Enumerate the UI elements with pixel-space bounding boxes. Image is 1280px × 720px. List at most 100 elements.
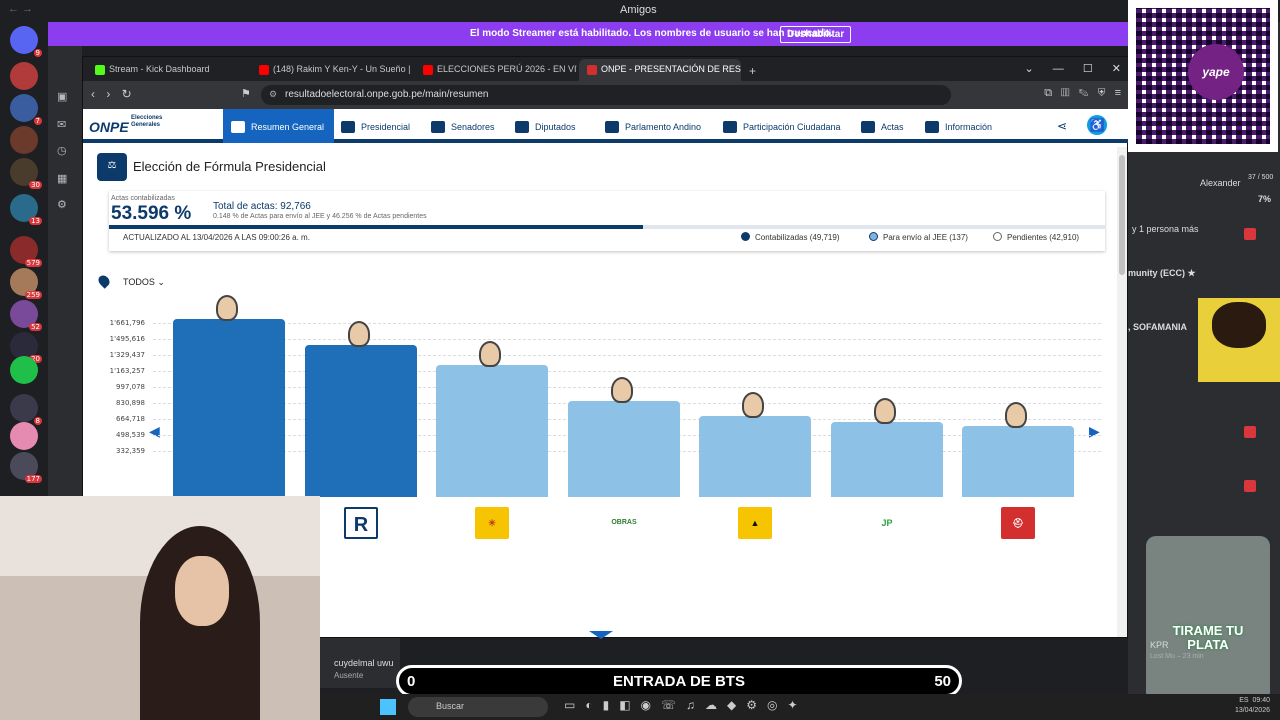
tab-youtube-live[interactable]: ELECCIONES PERÚ 2026 - EN VIVO - xyxy=(415,59,577,81)
server-icon[interactable]: 579 xyxy=(10,236,42,267)
candidate-bar[interactable] xyxy=(831,422,943,497)
server-icon[interactable] xyxy=(10,62,38,90)
scroll-down-indicator-icon[interactable] xyxy=(589,631,613,639)
y-tick-label: 830,898 xyxy=(116,399,145,407)
back-forward-reload-icon[interactable]: ‹ › ↻ xyxy=(91,87,132,101)
dm-line[interactable]: , SOFAMANIA xyxy=(1128,322,1188,332)
tray-date: 13/04/2026 xyxy=(1234,707,1270,714)
candidate-bar[interactable] xyxy=(436,365,548,497)
onpe-favicon-icon xyxy=(587,65,597,75)
chat-user-name: cuydelmal uwu xyxy=(334,658,394,668)
party-logo[interactable]: R xyxy=(344,507,378,539)
red-badge-icon xyxy=(1244,228,1256,240)
tab-onpe[interactable]: ONPE - PRESENTACIÓN DE RESU xyxy=(579,59,741,81)
server-icon[interactable]: 13 xyxy=(10,194,42,225)
server-icon[interactable]: 20 xyxy=(10,332,42,363)
share-icon[interactable]: ⋖ xyxy=(1057,119,1068,133)
candidate-bar[interactable] xyxy=(173,319,285,497)
candidate-photo xyxy=(479,341,501,367)
nav-resumen-general[interactable]: Resumen General xyxy=(223,109,334,143)
streamer-mode-banner: El modo Streamer está habilitado. Los no… xyxy=(48,22,1128,46)
candidate-photo xyxy=(742,392,764,418)
tab-kick[interactable]: Stream - Kick Dashboard xyxy=(87,59,249,81)
y-tick-label: 332,359 xyxy=(116,447,145,455)
party-logo[interactable]: ▲ xyxy=(738,507,772,539)
nav-parlamento-andino[interactable]: Parlamento Andino xyxy=(605,109,701,143)
window-controls-icon[interactable]: ⌄ — ☐ ✕ xyxy=(1024,63,1121,75)
page-title: Elección de Fórmula Presidencial xyxy=(133,159,326,174)
window-title: Amigos xyxy=(620,4,657,16)
youtube-icon xyxy=(259,65,269,75)
server-icon[interactable]: 30 xyxy=(10,158,42,189)
actas-label: Actas contabilizadas xyxy=(111,195,175,202)
candidate-bar[interactable] xyxy=(305,345,417,497)
new-tab-icon[interactable]: + xyxy=(749,64,757,78)
address-bar[interactable]: ⚙ resultadoelectoral.onpe.gob.pe/main/re… xyxy=(261,85,951,105)
check-icon xyxy=(861,121,875,133)
webcam-overlay xyxy=(0,496,320,720)
server-icon[interactable]: 177 xyxy=(10,452,42,483)
carousel-next-icon[interactable]: ▶ xyxy=(1089,423,1100,439)
candidate-photo xyxy=(216,295,238,321)
mail-icon[interactable]: ✉ xyxy=(57,119,67,131)
dm-line[interactable]: y 1 persona más xyxy=(1132,224,1199,234)
taskbar-search[interactable]: Buscar xyxy=(408,697,548,717)
tab-youtube-music[interactable]: (148) Rakim Y Ken-Y - Un Sueño | Ga xyxy=(251,59,413,81)
accessibility-icon[interactable]: ♿ xyxy=(1087,115,1107,135)
nav-informacion[interactable]: Información xyxy=(925,109,992,143)
server-icon[interactable]: 52 xyxy=(10,300,42,331)
discord-home-icon[interactable]: 9 xyxy=(10,26,42,57)
party-logo[interactable]: JP xyxy=(870,507,904,539)
settings-icon[interactable]: ⚙ xyxy=(57,199,67,211)
people-icon xyxy=(723,121,737,133)
nav-presidencial[interactable]: Presidencial xyxy=(341,109,410,143)
taskbar-app-icons[interactable]: ▭◐▮◧◉☏♫☁◆⚙◎✦ xyxy=(564,698,808,712)
total-actas: Total de actas: 92,766 xyxy=(213,201,311,212)
actas-progress-bar xyxy=(109,225,1105,229)
server-icon[interactable] xyxy=(10,422,38,450)
user-percent: 7% xyxy=(1258,194,1272,204)
inbox-icon[interactable]: ▣ xyxy=(57,91,68,103)
nav-participacion[interactable]: Participación Ciudadana xyxy=(723,109,841,143)
party-logo[interactable]: ⛑ xyxy=(1001,507,1035,539)
windows-start-icon[interactable] xyxy=(380,699,396,715)
grid-line xyxy=(153,323,1101,324)
apps-icon[interactable]: ▦ xyxy=(57,173,68,185)
candidate-bar[interactable] xyxy=(568,401,680,497)
updated-timestamp: ACTUALIZADO AL 13/04/2026 A LAS 09:00:26… xyxy=(123,233,310,242)
user-count: 37 / 500 xyxy=(1248,174,1274,181)
grid-line xyxy=(153,339,1101,340)
location-pin-icon xyxy=(96,273,112,289)
chat-user-status: Ausente xyxy=(334,671,364,680)
yape-qr-code: yape xyxy=(1128,0,1278,152)
server-icon[interactable]: 259 xyxy=(10,268,42,299)
nav-senadores[interactable]: Senadores xyxy=(431,109,495,143)
browser-toolbar-icons[interactable]: ⧉ ▥ ✎ ⛨ ≡ xyxy=(1044,87,1121,99)
site-info-icon[interactable]: ⚙ xyxy=(269,89,278,99)
page-scrollbar[interactable] xyxy=(1117,147,1127,637)
url-text: resultadoelectoral.onpe.gob.pe/main/resu… xyxy=(285,89,489,100)
party-logo[interactable]: OBRAS xyxy=(607,507,641,539)
history-icon[interactable]: ◷ xyxy=(57,145,67,157)
candidate-bar[interactable] xyxy=(962,426,1074,497)
disable-streamer-button[interactable]: Deshabilitar xyxy=(780,26,852,43)
system-tray[interactable]: ES 09:40 13/04/2026 xyxy=(1235,696,1270,716)
server-icon[interactable] xyxy=(10,356,38,384)
onpe-logo[interactable]: ONPE Elecciones Generales xyxy=(89,115,163,135)
y-tick-label: 498,539 xyxy=(116,431,145,439)
candidate-bar[interactable] xyxy=(699,416,811,497)
seal-icon xyxy=(341,121,355,133)
bts-goal-start: 0 xyxy=(407,673,416,690)
dm-line[interactable]: munity (ECC) ★ xyxy=(1128,268,1196,278)
history-arrows-icon[interactable]: ← → xyxy=(8,3,34,15)
bookmark-icon[interactable]: ⚑ xyxy=(241,88,251,100)
server-icon[interactable]: 7 xyxy=(10,94,42,125)
server-icon[interactable] xyxy=(10,126,38,154)
building-icon xyxy=(515,121,529,133)
region-filter[interactable]: TODOS ⌄ xyxy=(96,273,165,289)
nav-actas[interactable]: Actas xyxy=(861,109,904,143)
server-icon[interactable]: 8 xyxy=(10,394,42,425)
party-logo[interactable]: ☀ xyxy=(475,507,509,539)
carousel-prev-icon[interactable]: ◀ xyxy=(149,423,160,439)
nav-diputados[interactable]: Diputados xyxy=(515,109,576,143)
